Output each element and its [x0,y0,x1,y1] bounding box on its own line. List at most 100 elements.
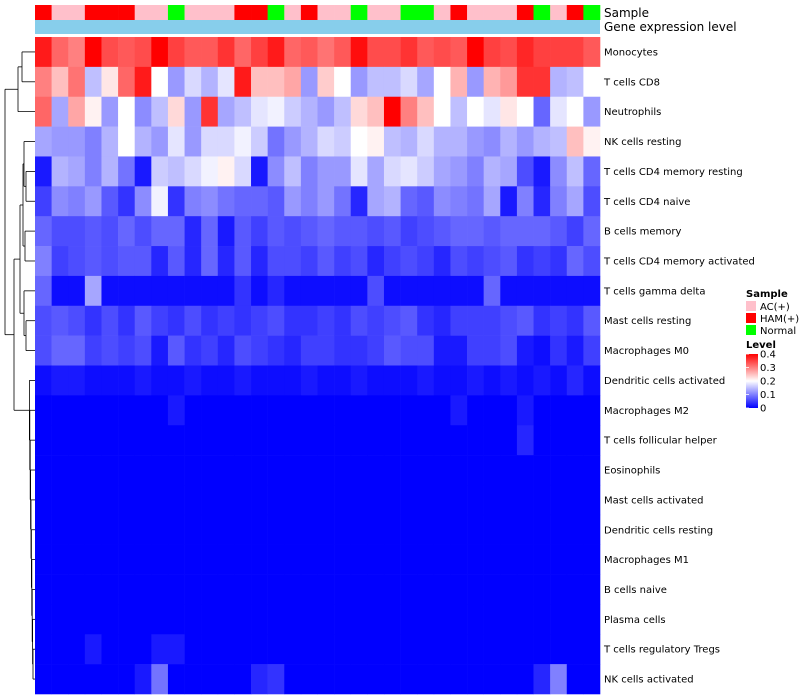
heatmap-cell [134,395,152,426]
heatmap-cell [533,664,551,695]
heatmap-cell [400,634,418,665]
heatmap-cell [433,514,451,545]
heatmap-cell [533,365,551,396]
heatmap-cell [267,305,285,336]
heatmap-cell [533,186,551,217]
heatmap-cell [550,604,568,635]
heatmap-cell [317,425,335,456]
heatmap-cell [151,335,169,366]
heatmap-cell [566,664,584,695]
heatmap-cell [267,335,285,366]
heatmap-cell [234,216,252,247]
heatmap-cell [550,514,568,545]
heatmap-cell [583,126,601,157]
heatmap-cell [101,395,119,426]
heatmap-cell [450,604,468,635]
sample-cell [68,5,86,20]
heatmap-cell [35,305,52,336]
heatmap-cell [367,186,385,217]
heatmap-cell [500,455,518,486]
annotation-label-sample: Sample [604,6,649,20]
heatmap-cell [433,96,451,127]
heatmap-cell [400,574,418,605]
heatmap-cell [251,455,268,486]
heatmap-cell [483,425,501,456]
heatmap-cell [550,544,568,575]
heatmap-cell [134,484,152,516]
heatmap-cell [84,305,102,336]
heatmap-cell [350,275,368,307]
heatmap-cell [134,514,152,545]
row-label: Mast cells resting [604,316,691,327]
heatmap-cell [550,484,568,516]
heatmap-cell [234,574,252,605]
heatmap-cell [500,395,518,426]
heatmap-cell [284,246,302,277]
heatmap-cell [284,156,302,187]
heatmap-cell [151,246,169,277]
heatmap-cell [167,186,185,217]
heatmap-cell [284,335,302,366]
heatmap-cell [300,425,318,456]
heatmap-cell [467,544,484,575]
heatmap-cell [583,664,601,695]
sample-cell [400,5,418,20]
heatmap-cell [284,484,302,516]
heatmap-cell [350,634,368,665]
heatmap-cell [51,365,69,396]
heatmap-cell [317,275,335,307]
row-label: Macrophages M1 [604,555,689,566]
heatmap-cell [151,186,169,217]
heatmap-cell [184,37,202,68]
sample-cell [317,5,335,20]
heatmap-cell [234,455,252,486]
heatmap-cell [334,126,352,157]
heatmap-cell [234,246,252,277]
heatmap-cell [483,96,501,127]
heatmap-cell [417,216,435,247]
heatmap-cell [566,216,584,247]
heatmap-cell [350,484,368,516]
heatmap-cell [267,365,285,396]
heatmap-cell [433,246,451,277]
heatmap-cell [118,455,136,486]
heatmap-cell [118,574,136,605]
heatmap-cell [383,604,401,635]
heatmap-cell [550,574,568,605]
heatmap-cell [450,66,468,98]
heatmap-cell [184,544,202,575]
row-label: NK cells resting [604,137,681,148]
sample-cell [251,5,268,20]
heatmap-cell [251,634,268,665]
heatmap-cell [334,156,352,187]
heatmap-cell [516,156,534,187]
heatmap-cell [68,484,86,516]
heatmap-cell [201,335,219,366]
heatmap-cell [151,664,169,695]
heatmap-cell [184,66,202,98]
heatmap-cell [134,455,152,486]
heatmap-cell [167,305,185,336]
heatmap-cell [417,604,435,635]
heatmap-cell [533,544,551,575]
heatmap-cell [467,305,484,336]
heatmap-cell [483,664,501,695]
heatmap-cell [251,37,268,68]
heatmap-cell [334,395,352,426]
heatmap-cell [251,604,268,635]
heatmap-cell [68,514,86,545]
heatmap-cell [483,514,501,545]
legend-item-label: AC(+) [760,302,790,313]
heatmap-cell [367,365,385,396]
heatmap-cell [267,604,285,635]
heatmap-cell [267,455,285,486]
heatmap-cell [350,514,368,545]
heatmap-cell [167,156,185,187]
heatmap-cell [334,604,352,635]
heatmap-cell [500,574,518,605]
heatmap-cell [134,604,152,635]
heatmap-cell [516,365,534,396]
heatmap-cell [483,604,501,635]
heatmap-cell [450,275,468,307]
sample-cell [500,5,518,20]
